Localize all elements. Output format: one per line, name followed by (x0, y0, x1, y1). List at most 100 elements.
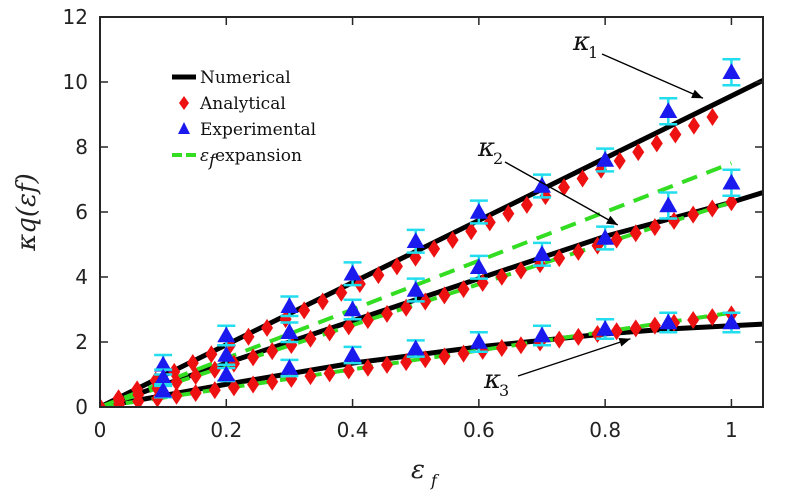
analytical-point (687, 310, 700, 329)
experimental-point (154, 355, 173, 372)
y-tick-label: 8 (75, 135, 88, 159)
plot-background (100, 17, 763, 407)
analytical-point (304, 329, 317, 348)
analytical-point (629, 319, 642, 338)
experimental-point (154, 381, 173, 398)
analytical-point (706, 107, 719, 126)
experimental-point (280, 359, 299, 375)
expansion-line-4 (100, 200, 733, 407)
analytical-point (438, 347, 451, 366)
y-tick-label: 4 (75, 265, 88, 289)
y-tick-label: 12 (63, 5, 88, 29)
analytical-point (687, 205, 700, 224)
analytical-point (208, 381, 221, 400)
experimental-point (343, 346, 362, 362)
experimental-point (469, 203, 488, 219)
analytical-point (247, 375, 260, 394)
analytical-point (613, 151, 626, 170)
annotation-kappa-sub-1: 1 (588, 43, 598, 62)
analytical-point (298, 301, 311, 320)
experimental-point (280, 323, 299, 339)
analytical-point (668, 211, 681, 230)
annotation-arrowhead (605, 215, 618, 225)
experimental-point (217, 346, 236, 362)
y-tick-label: 6 (75, 200, 88, 224)
analytical-point (446, 231, 459, 250)
experimental-point (469, 258, 488, 274)
experimental-point (596, 151, 615, 167)
annotation-kappa-sub-2: 2 (493, 149, 503, 168)
annotation-arrow (517, 338, 631, 377)
analytical-point (261, 318, 274, 337)
analytical-point (189, 366, 202, 385)
x-axis-label-sub: f (430, 471, 440, 490)
experimental-point (722, 313, 741, 330)
annotation-arrow (504, 161, 619, 226)
analytical-point (457, 344, 470, 363)
experimental-point (533, 326, 551, 343)
experimental-point (154, 368, 173, 385)
annotation-arrowhead (618, 337, 631, 347)
x-axis-label: ε (411, 455, 425, 485)
analytical-point (706, 199, 719, 218)
analytical-point (520, 195, 533, 214)
y-tick-label: 0 (75, 395, 88, 419)
analytical-point (725, 193, 738, 212)
analytical-point (266, 372, 279, 391)
experimental-point (596, 229, 615, 245)
experimental-point (722, 173, 741, 190)
analytical-point (372, 266, 385, 285)
legend: Numerical Analytical Experimental ε f expans… (172, 68, 316, 171)
x-tick-label: 0.2 (210, 418, 242, 442)
experimental-point (280, 297, 299, 313)
analytical-point (205, 345, 218, 364)
analytical-point (242, 327, 255, 346)
analytical-point (419, 292, 432, 311)
analytical-point (227, 378, 240, 397)
x-tick-label: 0 (94, 418, 107, 442)
analytical-point (648, 316, 661, 335)
analytical-point (247, 348, 260, 367)
experimental-point (469, 333, 488, 349)
legend-label: Numerical (200, 68, 291, 88)
legend-label: Analytical (199, 94, 286, 114)
analytical-point (113, 395, 126, 407)
series-layer (100, 58, 763, 407)
analytical-point (687, 116, 700, 135)
analytical-point (502, 204, 515, 223)
analytical-point (342, 317, 355, 336)
analytical-point (323, 323, 336, 342)
experimental-point (659, 102, 678, 118)
x-tick-label: 0.8 (589, 418, 621, 442)
analytical-point (428, 239, 441, 258)
legend-label-sub: f (207, 151, 218, 171)
analytical-point (572, 327, 585, 346)
analytical-point (629, 224, 642, 243)
analytical-point (323, 364, 336, 383)
experimental-point (596, 320, 615, 336)
analytical-point (495, 267, 508, 286)
analytical-point (650, 134, 663, 153)
annotation-kappa-sub-3: 3 (499, 381, 509, 400)
analytical-point (361, 358, 374, 377)
legend-label: Experimental (200, 120, 316, 140)
analytical-point (438, 286, 451, 305)
experimental-point (406, 232, 425, 248)
analytical-point (669, 125, 682, 144)
analytical-point (170, 373, 183, 392)
analytical-point (335, 283, 348, 302)
experimental-point (217, 326, 236, 343)
annotation-kappa-3: κ (483, 365, 501, 395)
plot-area (100, 17, 763, 407)
annotation-kappa-2: κ (477, 133, 495, 163)
experimental-point (533, 177, 551, 193)
experimental-point (722, 63, 741, 79)
analytical-point (189, 383, 202, 402)
experimental-point (217, 365, 236, 382)
analytical-point (342, 361, 355, 380)
x-tick-label: 1 (725, 418, 738, 442)
annotation-kappa-1: κ (572, 27, 590, 57)
